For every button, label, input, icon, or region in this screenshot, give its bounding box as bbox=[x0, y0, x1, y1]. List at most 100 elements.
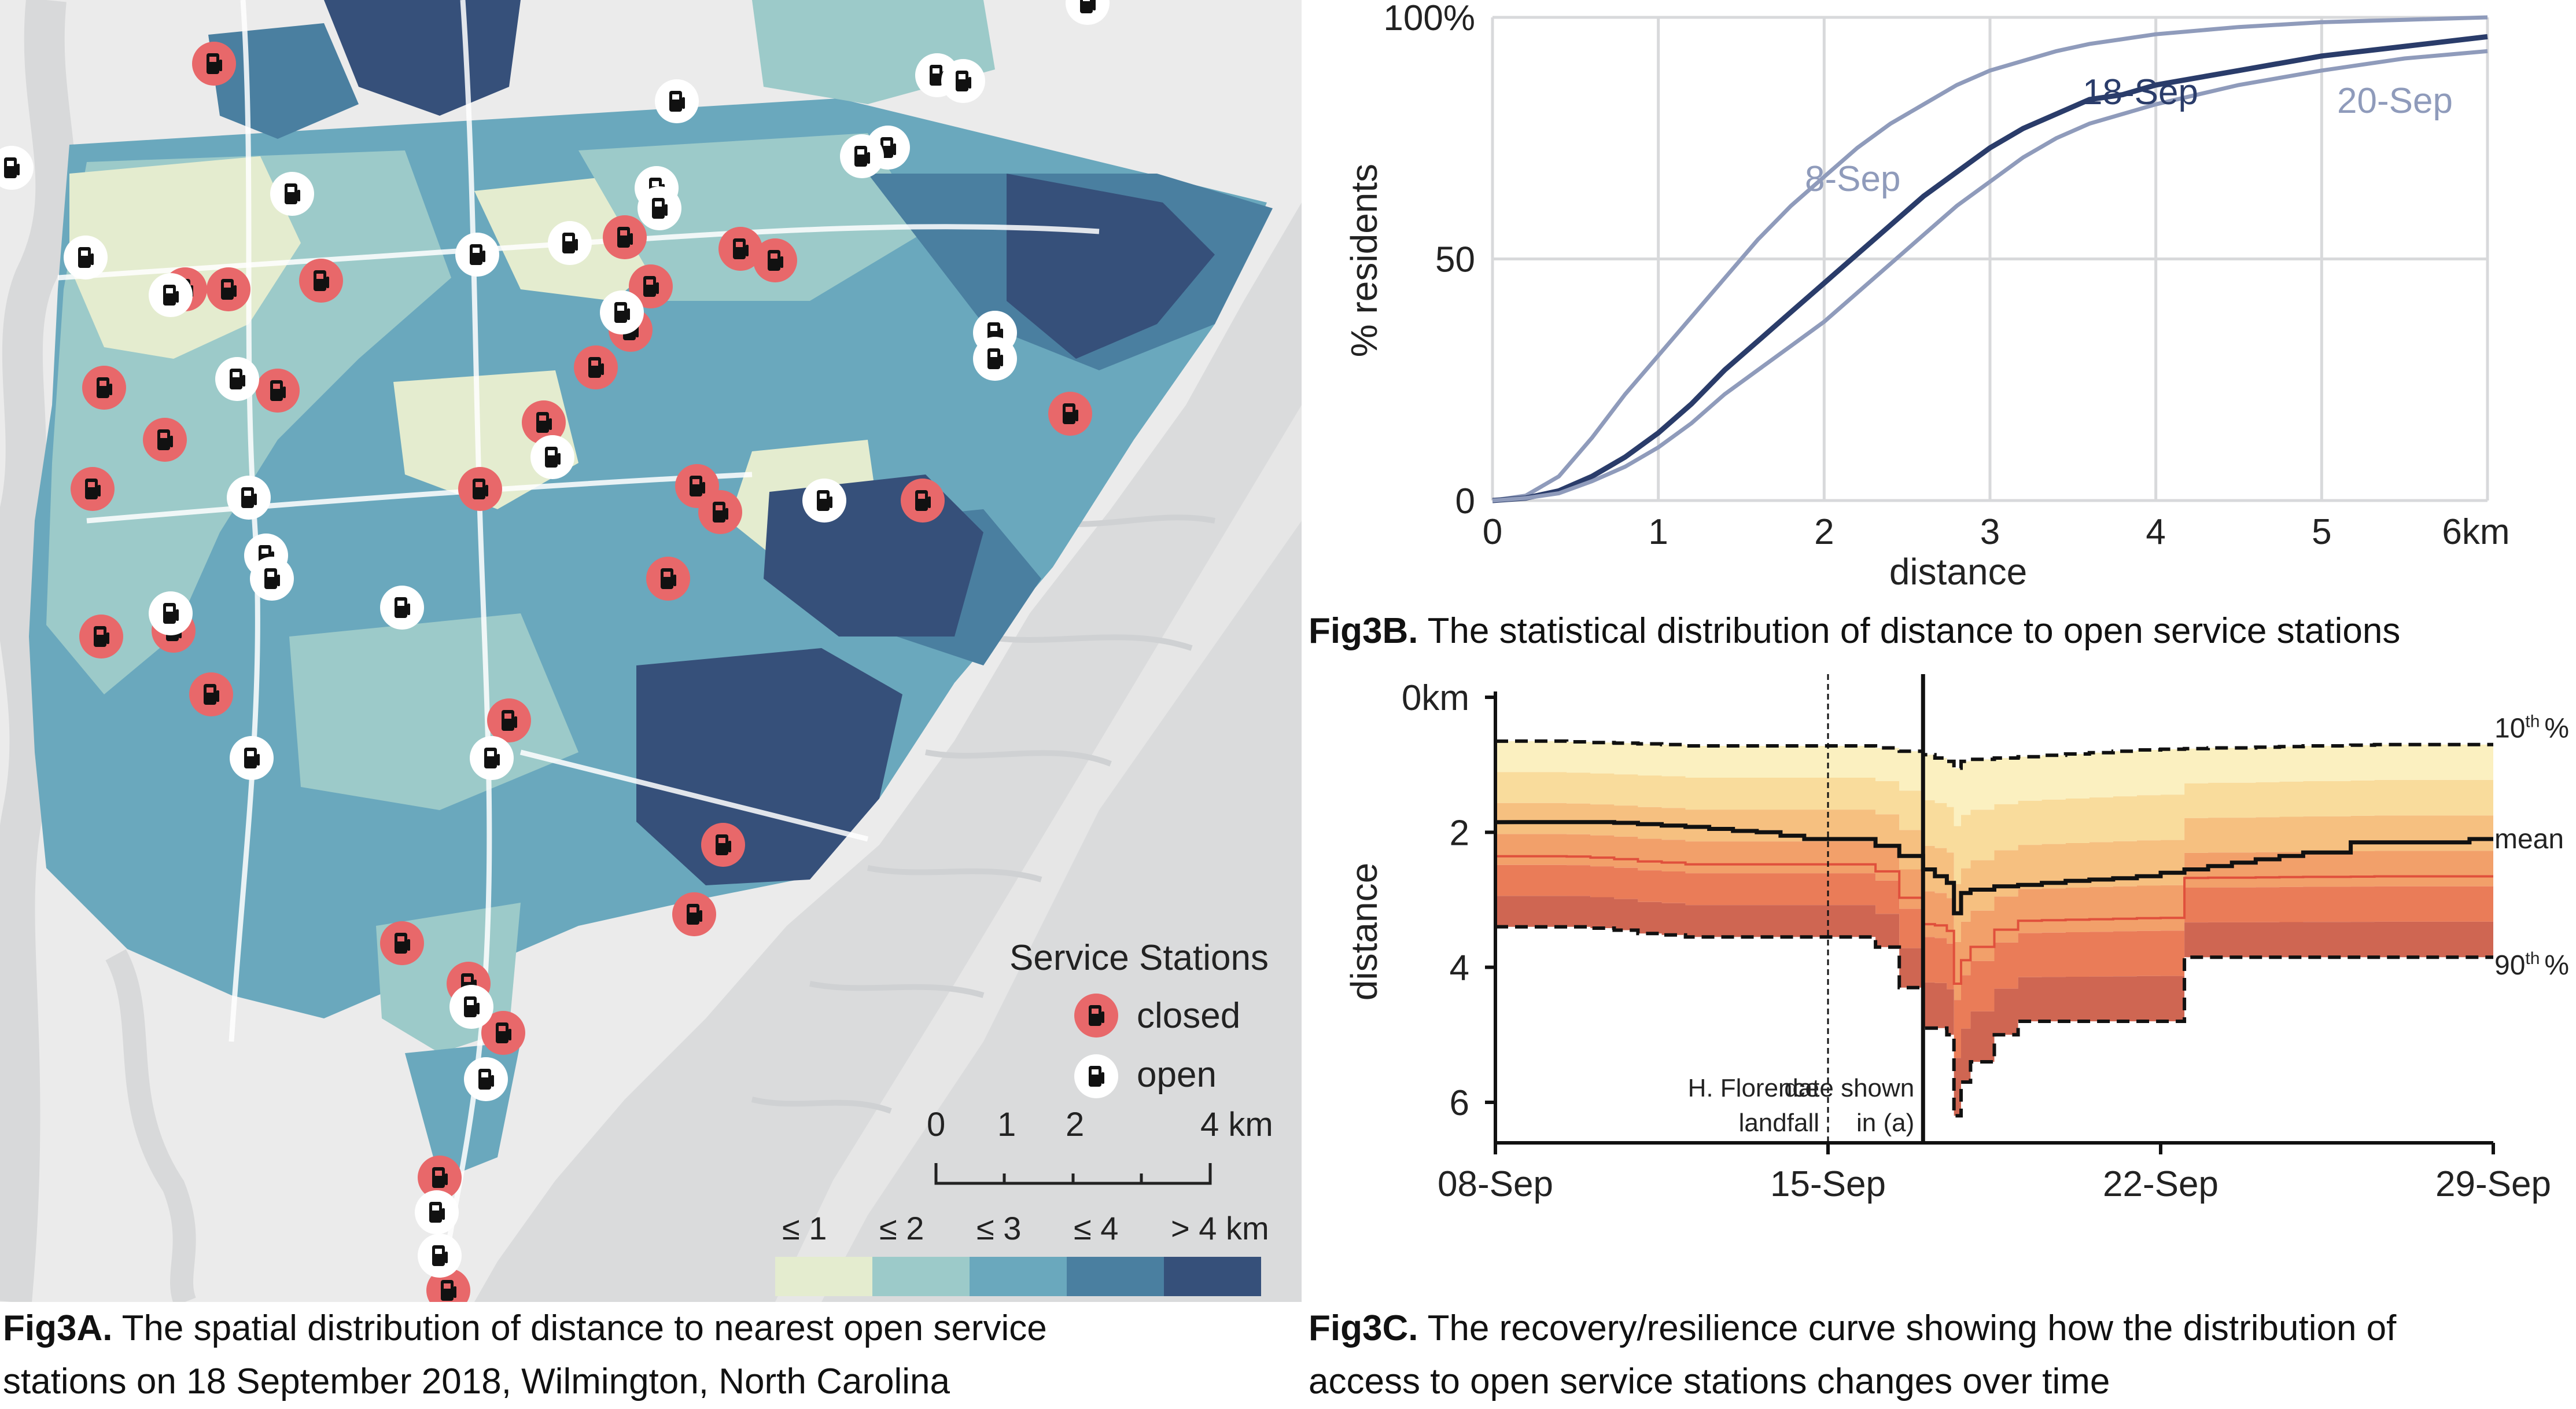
station-open-marker bbox=[973, 337, 1017, 381]
station-open-marker bbox=[840, 134, 884, 178]
cdf-series-label: 18-Sep bbox=[2083, 72, 2198, 112]
recovery-band bbox=[1495, 896, 2493, 1116]
color-legend-swatch bbox=[872, 1257, 970, 1296]
station-open-marker bbox=[64, 236, 108, 279]
recovery-inner-percentile-line bbox=[1495, 855, 2493, 985]
scale-tick-1: 1 bbox=[997, 1106, 1016, 1143]
station-open-marker bbox=[380, 586, 424, 630]
rec-x-tick: 15-Sep bbox=[1770, 1164, 1886, 1204]
rec-ylabel: distance bbox=[1343, 863, 1385, 1000]
station-open-marker bbox=[802, 479, 846, 523]
mean-label: mean bbox=[2494, 824, 2564, 855]
station-closed-marker bbox=[299, 259, 343, 303]
station-closed-marker bbox=[701, 823, 745, 867]
annotation-label-line2: landfall bbox=[1739, 1109, 1819, 1137]
map-river-branch bbox=[105, 949, 196, 1302]
color-legend-swatch bbox=[1067, 1257, 1164, 1296]
station-closed-marker bbox=[189, 672, 233, 716]
station-closed-marker bbox=[481, 1011, 525, 1055]
legend-open-label: open bbox=[1137, 1055, 1217, 1095]
rec-y-tick: 4 bbox=[1450, 948, 1469, 988]
cdf-grid: 0 1 2 3 4 5 6km 0 50 100% bbox=[1383, 0, 2509, 552]
fig3c-caption-line1: The recovery/resilience curve showing ho… bbox=[1427, 1308, 2397, 1348]
rec-y-tick: 0km bbox=[1402, 678, 1469, 718]
station-open-marker bbox=[215, 357, 259, 401]
station-open-marker bbox=[418, 1234, 462, 1278]
fig3b-caption-text: The statistical distribution of distance… bbox=[1427, 611, 2401, 651]
station-closed-marker bbox=[380, 921, 424, 965]
station-closed-marker bbox=[603, 215, 647, 259]
station-open-marker bbox=[227, 476, 271, 520]
map-legend: Service Stations closed open bbox=[995, 926, 1302, 1302]
recovery-band bbox=[1495, 834, 2493, 1000]
station-open-marker bbox=[149, 591, 193, 635]
cdf-xlabel: distance bbox=[1889, 551, 2027, 593]
cdf-x-tick: 3 bbox=[1980, 512, 2000, 552]
station-open-marker bbox=[1066, 0, 1110, 25]
fig3a-caption: Fig3A. The spatial distribution of dista… bbox=[3, 1302, 1276, 1408]
station-closed-marker bbox=[256, 369, 300, 413]
cdf-y-tick: 50 bbox=[1435, 240, 1475, 280]
recovery-band bbox=[1495, 772, 2493, 884]
color-legend-swatch bbox=[970, 1257, 1067, 1296]
cdf-x-tick: 6km bbox=[2442, 512, 2509, 552]
station-closed-marker bbox=[646, 557, 690, 601]
cdf-series-label: 20-Sep bbox=[2337, 81, 2453, 121]
map-river bbox=[0, 0, 76, 1302]
color-legend-swatch bbox=[775, 1257, 872, 1296]
cdf-y-tick: 0 bbox=[1455, 481, 1475, 521]
annotation-label-line1: H. Florence bbox=[1688, 1074, 1819, 1102]
fig3c-caption-line2: access to open service stations changes … bbox=[1309, 1362, 2110, 1401]
cdf-series-line bbox=[1492, 34, 2488, 503]
scale-tick-2: 2 bbox=[1066, 1106, 1085, 1143]
distance-color-legend: ≤ 1 ≤ 2 ≤ 3 ≤ 4 > 4 km bbox=[769, 1209, 1290, 1296]
p90-label: 90th% bbox=[2494, 949, 2569, 981]
cdf-series-label: 8-Sep bbox=[1805, 159, 1900, 199]
cdf-x-tick: 5 bbox=[2312, 512, 2331, 552]
annotation-label-line1: date shown bbox=[1784, 1074, 1914, 1102]
rec-x-tick: 08-Sep bbox=[1438, 1164, 1553, 1204]
recovery-p90-line bbox=[1495, 925, 2493, 1118]
station-closed-marker bbox=[487, 698, 531, 742]
recovery-mean-line bbox=[1495, 820, 2493, 915]
cdf-x-tick: 1 bbox=[1648, 512, 1668, 552]
rec-y-tick: 2 bbox=[1450, 813, 1469, 853]
station-open-marker bbox=[270, 172, 314, 216]
recovery-band bbox=[1495, 803, 2493, 942]
station-closed-marker bbox=[574, 345, 618, 389]
cdf-chart: 0 1 2 3 4 5 6km 0 50 100% 8-Sep 18-Sep 20-Sep % res… bbox=[1343, 0, 2510, 593]
cdf-x-tick: 0 bbox=[1483, 512, 1502, 552]
station-closed-marker bbox=[82, 366, 126, 410]
station-closed-marker bbox=[143, 418, 187, 462]
fig3b-caption-prefix: Fig3B. bbox=[1309, 611, 1418, 651]
color-legend-label: ≤ 4 bbox=[1074, 1210, 1119, 1246]
station-open-marker bbox=[415, 1190, 459, 1234]
station-open-marker bbox=[0, 146, 34, 190]
color-legend-label: > 4 km bbox=[1171, 1210, 1269, 1246]
fig3b-caption: Fig3B. The statistical distribution of d… bbox=[1309, 605, 2575, 658]
fig3c-caption-prefix: Fig3C. bbox=[1309, 1308, 1418, 1348]
cdf-ylabel: % residents bbox=[1343, 164, 1385, 357]
station-open-marker bbox=[250, 557, 294, 601]
station-open-marker bbox=[530, 435, 574, 479]
station-closed-marker bbox=[458, 467, 502, 511]
station-closed-marker bbox=[718, 227, 762, 271]
station-markers bbox=[0, 0, 1110, 1302]
legend-closed-marker bbox=[1074, 994, 1118, 1038]
legend-open-marker bbox=[1074, 1054, 1118, 1098]
station-open-marker bbox=[941, 59, 985, 103]
scale-tick-4: 4 km bbox=[1200, 1106, 1273, 1143]
color-legend-swatch bbox=[1164, 1257, 1261, 1296]
color-legend-label: ≤ 3 bbox=[976, 1210, 1022, 1246]
distance-map[interactable] bbox=[0, 0, 1302, 1302]
p10-label: 10th% bbox=[2494, 712, 2569, 744]
recovery-bands bbox=[1495, 741, 2493, 1116]
map-barrier-island bbox=[775, 405, 1302, 1302]
cdf-series bbox=[1492, 15, 2488, 503]
cdf-x-tick: 4 bbox=[2146, 512, 2165, 552]
station-open-marker bbox=[600, 290, 644, 334]
annotation-label-line2: in (a) bbox=[1856, 1109, 1914, 1137]
station-closed-marker bbox=[192, 42, 236, 86]
fig3a-caption-line1: The spatial distribution of distance to … bbox=[121, 1308, 1047, 1348]
station-open-marker bbox=[548, 221, 592, 265]
